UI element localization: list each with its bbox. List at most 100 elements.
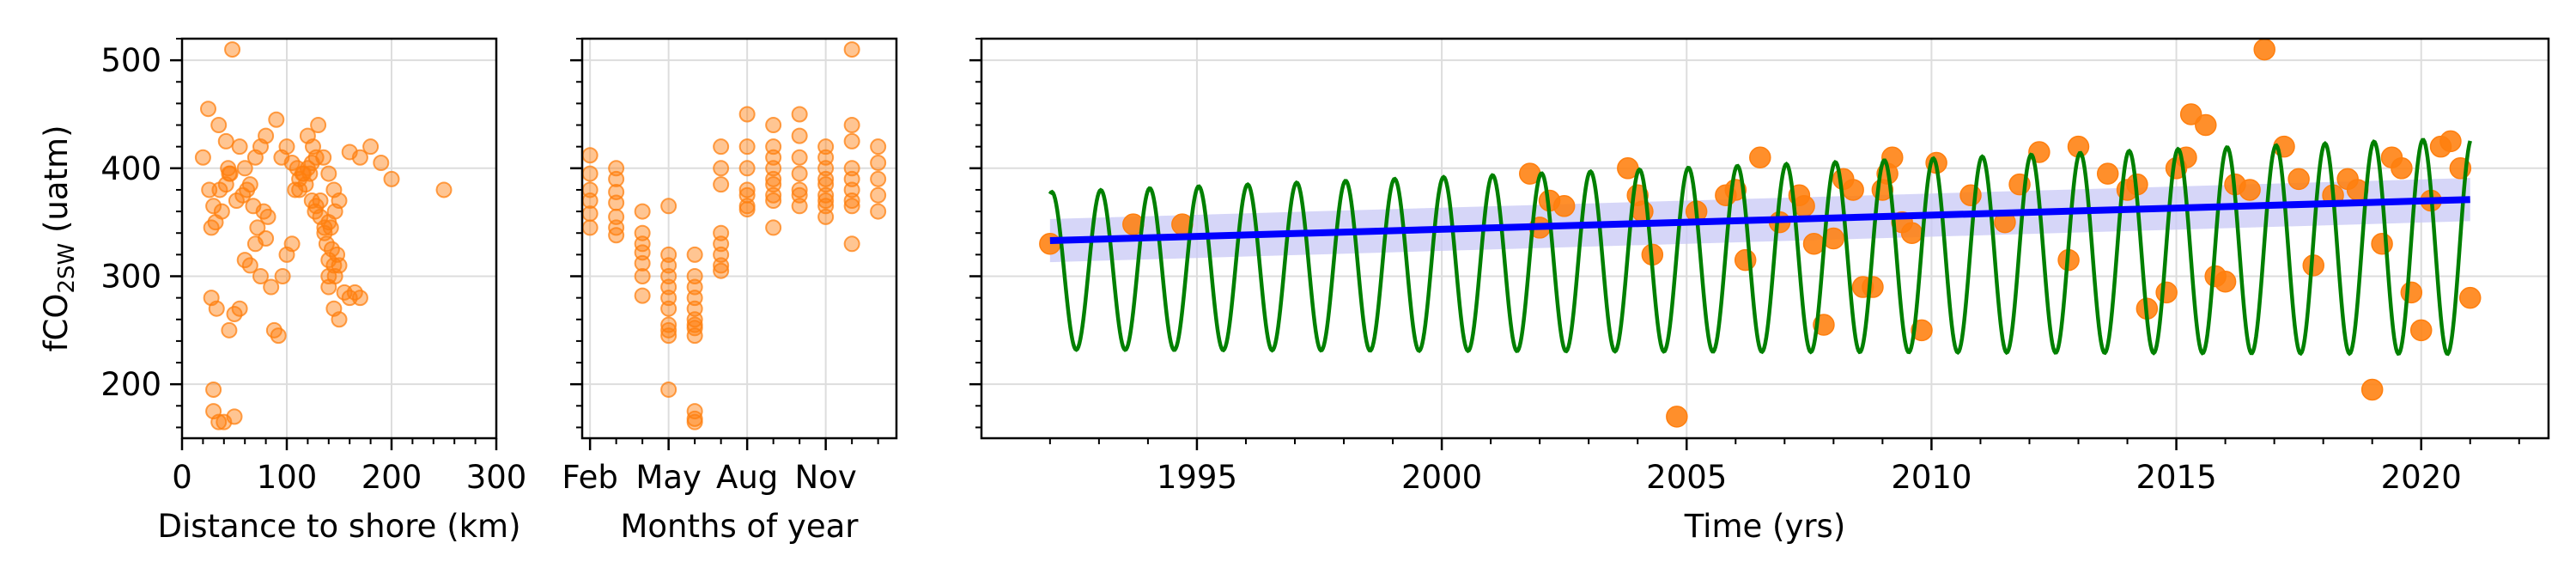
data-point — [713, 262, 730, 279]
trend-line — [1049, 196, 2470, 245]
data-point — [686, 311, 703, 328]
data-point — [208, 300, 225, 317]
observation-point — [1959, 184, 1982, 206]
x-tick-label: Nov — [795, 459, 857, 496]
observation-point — [1039, 233, 1061, 255]
x-tick-label: 2000 — [1401, 459, 1482, 496]
data-point — [843, 198, 860, 215]
months-panel-frame — [580, 37, 898, 440]
data-point — [259, 208, 276, 225]
observation-point — [1862, 276, 1884, 298]
data-point — [634, 267, 651, 284]
data-point — [608, 194, 625, 211]
data-point — [843, 41, 860, 58]
data-point — [205, 381, 222, 398]
data-point — [870, 170, 887, 187]
data-point — [713, 138, 730, 156]
observation-point — [1734, 248, 1757, 272]
fco2-y-axis-label: fCO2SW (uatm) — [38, 125, 80, 351]
data-point — [843, 192, 860, 210]
data-point — [274, 267, 291, 284]
data-point — [210, 413, 228, 430]
data-point — [817, 170, 835, 187]
time-x-axis-label: Time (yrs) — [1684, 508, 1846, 545]
data-point — [307, 149, 325, 166]
data-point — [326, 203, 343, 220]
data-point — [791, 149, 808, 166]
data-point — [252, 267, 269, 284]
x-tick-label: 0 — [172, 459, 192, 496]
data-point — [329, 246, 346, 263]
data-point — [222, 165, 239, 182]
data-point — [738, 181, 756, 198]
data-point — [765, 219, 782, 236]
data-point — [660, 327, 677, 345]
data-point — [686, 246, 703, 263]
distance-panel-frame — [180, 37, 498, 440]
data-point — [205, 198, 222, 215]
time-panel: 1995 2000 2005 2010 2015 2020 Time (yrs) — [969, 37, 2550, 545]
data-point — [738, 106, 756, 123]
data-point — [200, 101, 216, 118]
distance-x-axis-label: Distance to shore (km) — [157, 508, 520, 545]
data-point — [581, 147, 598, 164]
data-point — [203, 219, 220, 236]
observation-point — [1666, 406, 1688, 428]
distance-panel: 200 300 400 500 0 100 200 300 Distance to shore… — [38, 37, 527, 545]
data-point — [817, 192, 835, 210]
time-panel-lines — [1048, 137, 2472, 357]
data-point — [791, 106, 808, 123]
data-point — [241, 257, 258, 274]
data-point — [316, 224, 333, 241]
observation-point — [2287, 168, 2310, 191]
observation-point — [1802, 233, 1826, 255]
data-point — [738, 201, 756, 218]
time-panel-ticks: 1995 2000 2005 2010 2015 2020 — [969, 38, 2520, 496]
months-x-axis-label: Months of year — [621, 508, 860, 545]
data-point — [660, 300, 677, 317]
seasonal-fit-line — [1048, 137, 2472, 357]
data-point — [870, 155, 887, 172]
data-point — [312, 208, 329, 225]
data-point — [216, 413, 233, 430]
y-tick-label: 400 — [100, 150, 161, 187]
data-point — [791, 181, 808, 198]
distance-panel-grid — [181, 39, 497, 438]
x-tick-label: 200 — [361, 459, 422, 496]
data-point — [320, 252, 337, 269]
data-point — [608, 170, 625, 187]
data-point — [351, 149, 368, 166]
data-point — [634, 235, 651, 253]
data-point — [331, 311, 348, 328]
observation-point — [1842, 179, 1864, 201]
data-point — [213, 203, 230, 220]
data-point — [258, 127, 275, 144]
data-point — [870, 203, 887, 220]
x-tick-label: 2015 — [2136, 459, 2216, 496]
observation-point — [2360, 378, 2384, 401]
data-point — [608, 227, 625, 244]
observation-point — [2459, 286, 2482, 309]
x-tick-label: Feb — [562, 459, 618, 496]
x-tick-label: 100 — [257, 459, 318, 496]
data-point — [738, 138, 756, 156]
data-point — [738, 160, 756, 177]
data-point — [843, 132, 860, 150]
observation-point — [2400, 281, 2423, 304]
observation-point — [2195, 113, 2217, 137]
fco2-label-unit: (uatm) — [38, 125, 75, 242]
data-point — [320, 165, 337, 182]
data-point — [634, 287, 651, 304]
data-point — [870, 186, 887, 204]
data-point — [843, 117, 860, 134]
data-point — [373, 155, 390, 172]
observation-point — [1552, 195, 1576, 217]
data-point — [660, 381, 677, 398]
data-point — [263, 278, 280, 296]
data-point — [581, 219, 598, 236]
observation-point — [1793, 195, 1815, 217]
observation-point — [2179, 103, 2202, 125]
data-point — [791, 127, 808, 144]
x-tick-label: 300 — [466, 459, 527, 496]
